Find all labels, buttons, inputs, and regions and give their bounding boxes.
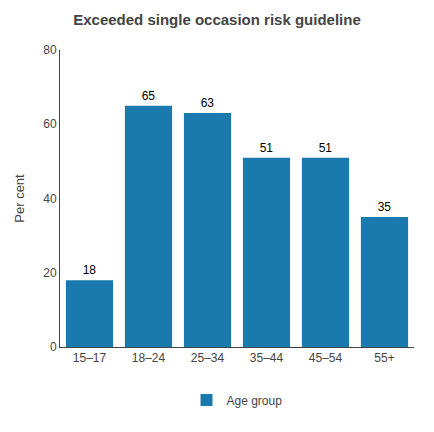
svg-text:0: 0 bbox=[50, 340, 57, 354]
svg-text:Age group: Age group bbox=[227, 394, 283, 408]
svg-text:20: 20 bbox=[43, 266, 57, 280]
svg-text:51: 51 bbox=[319, 141, 333, 155]
svg-text:80: 80 bbox=[43, 43, 57, 57]
svg-text:35: 35 bbox=[378, 200, 392, 214]
svg-text:51: 51 bbox=[260, 141, 274, 155]
svg-text:18: 18 bbox=[83, 263, 97, 277]
svg-text:63: 63 bbox=[201, 96, 215, 110]
svg-text:Exceeded single occasion risk: Exceeded single occasion risk guideline bbox=[73, 11, 361, 28]
svg-text:55+: 55+ bbox=[374, 351, 394, 365]
svg-text:35–44: 35–44 bbox=[250, 351, 284, 365]
svg-text:Per cent: Per cent bbox=[12, 174, 27, 223]
svg-text:40: 40 bbox=[43, 192, 57, 206]
svg-text:18–24: 18–24 bbox=[132, 351, 166, 365]
svg-text:15–17: 15–17 bbox=[73, 351, 107, 365]
svg-text:60: 60 bbox=[43, 117, 57, 131]
svg-text:65: 65 bbox=[142, 89, 156, 103]
svg-text:45–54: 45–54 bbox=[309, 351, 343, 365]
svg-text:25–34: 25–34 bbox=[191, 351, 225, 365]
